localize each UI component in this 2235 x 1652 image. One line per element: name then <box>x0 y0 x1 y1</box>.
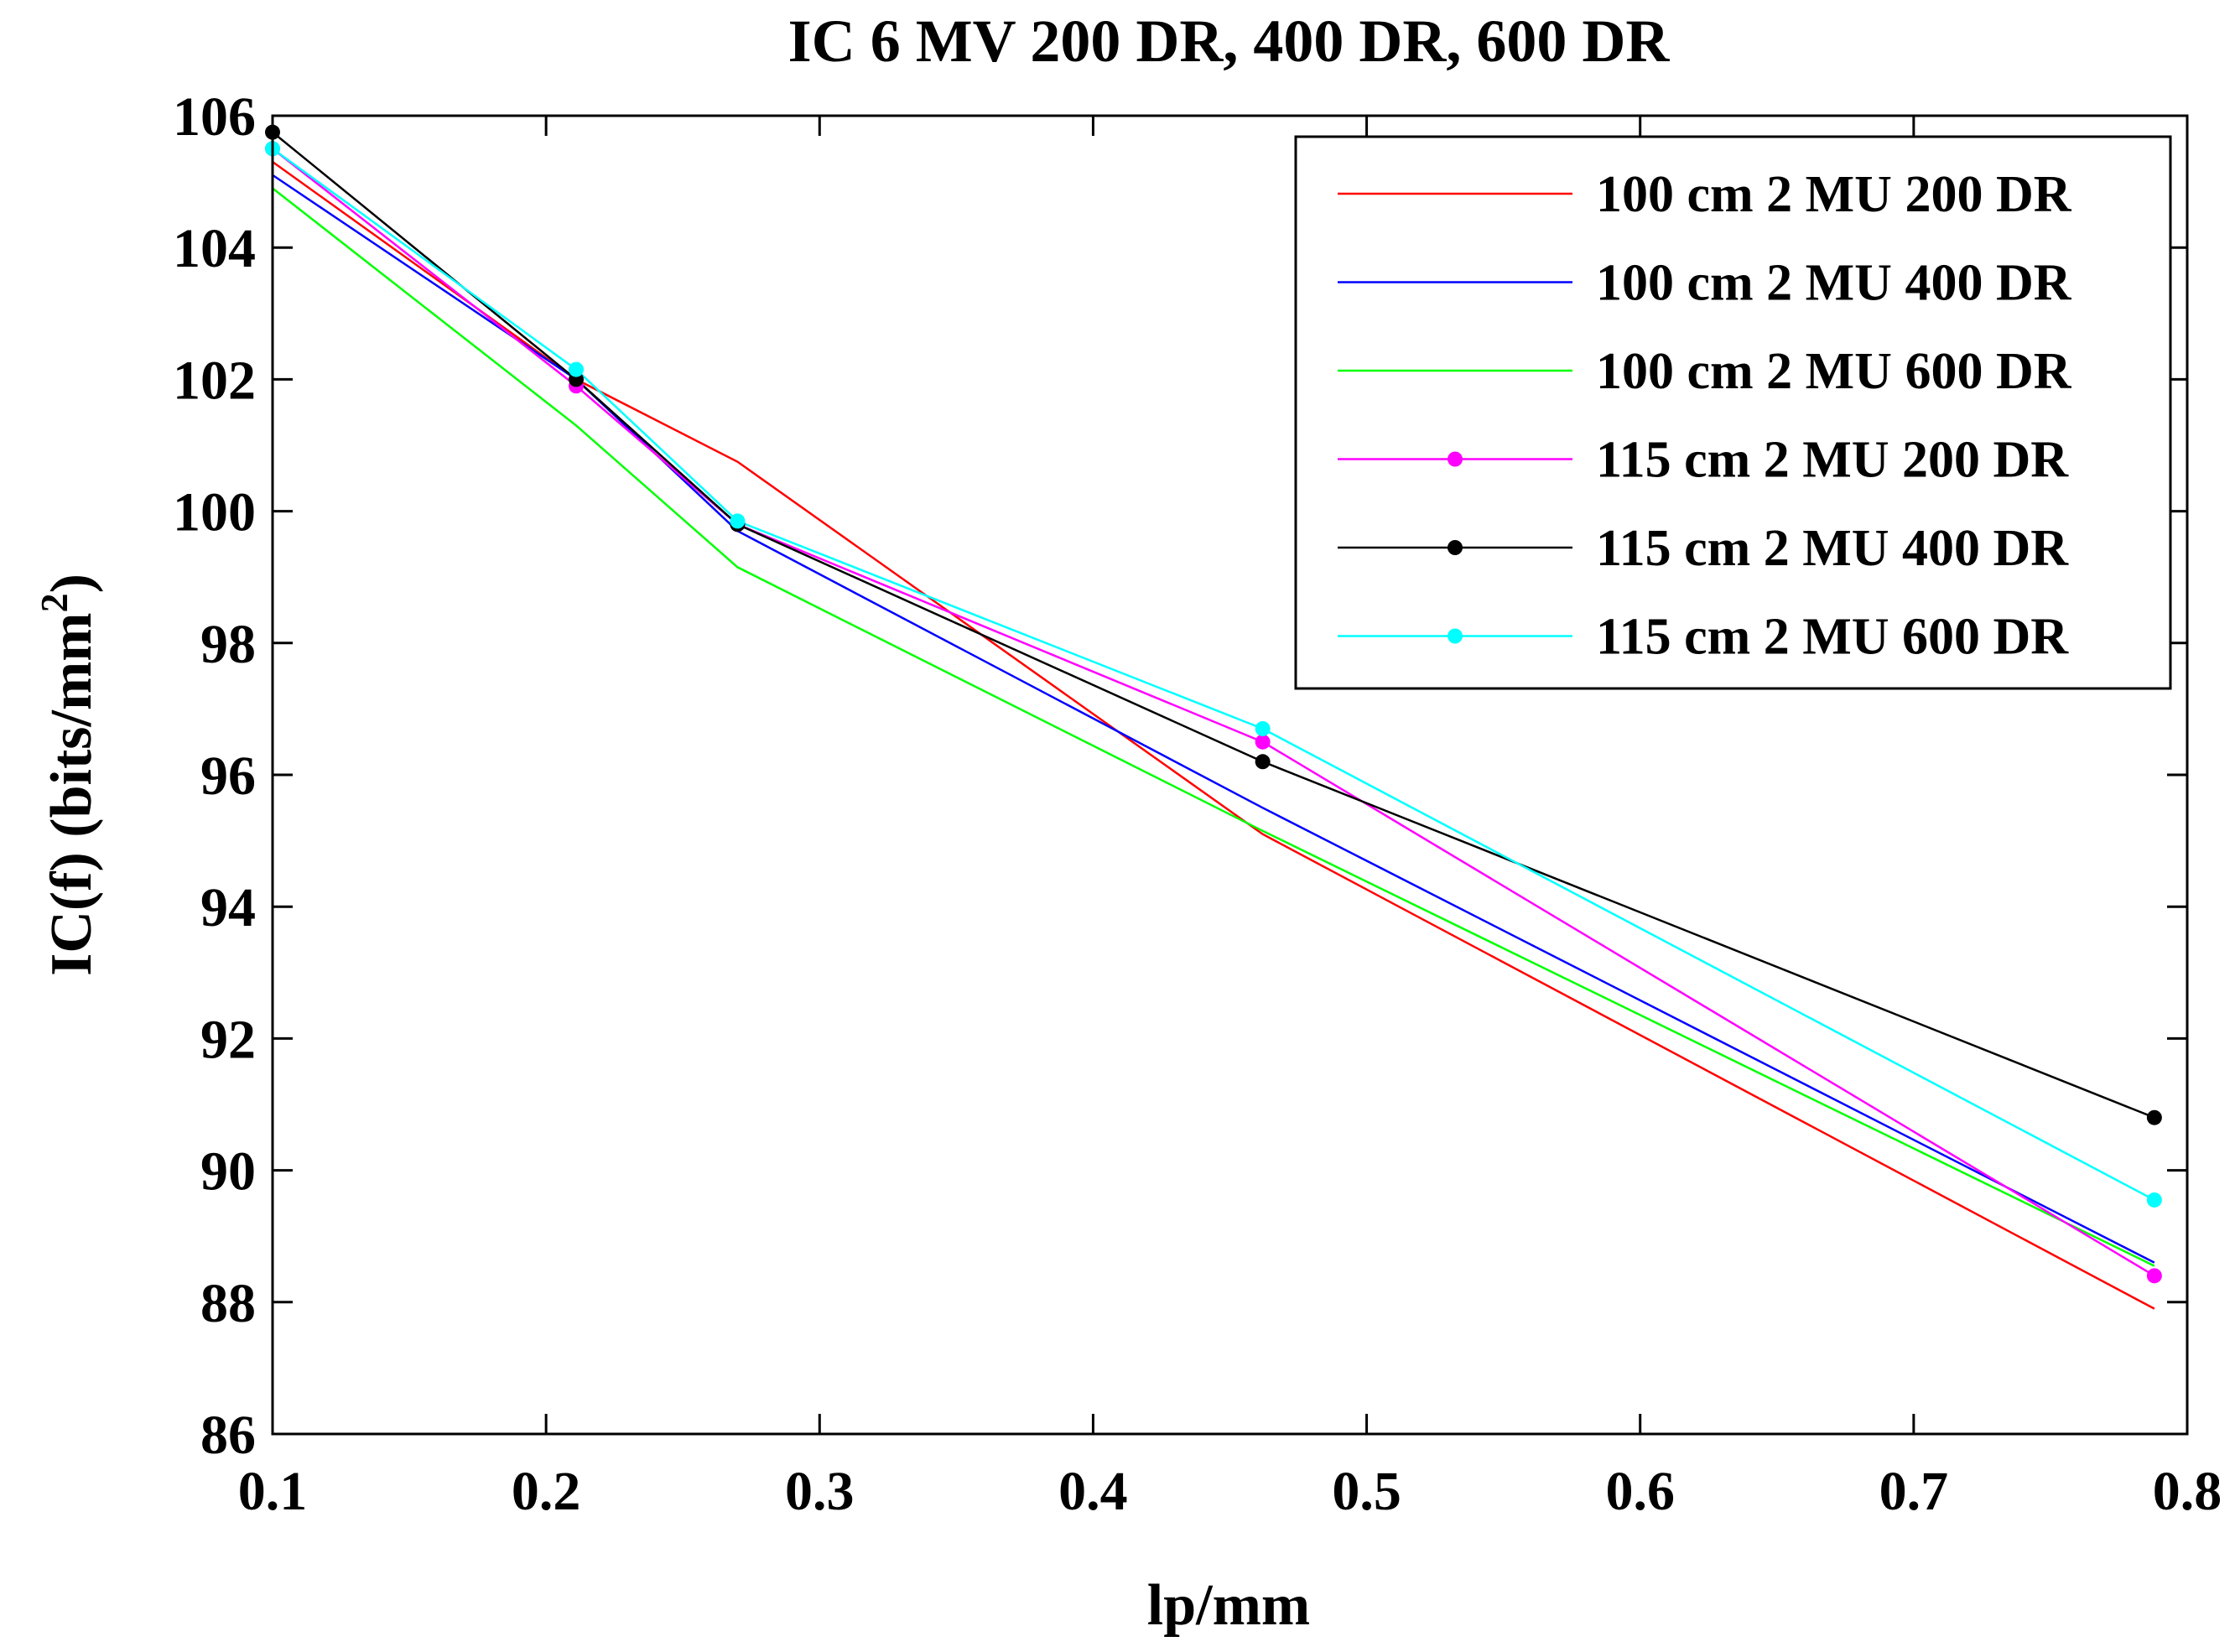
data-point <box>730 513 746 529</box>
y-tick-label: 94 <box>200 877 256 938</box>
x-tick-label: 0.6 <box>1605 1461 1675 1522</box>
legend-items: 100 cm 2 MU 200 DR 100 cm 2 MU 400 DR 100 … <box>1338 166 2072 666</box>
y-tick-label: 98 <box>200 614 256 675</box>
y-tick-label: 106 <box>173 86 256 148</box>
legend-label-4: 115 cm 2 MU 200 DR <box>1596 432 2069 489</box>
series-line-3 <box>272 187 2155 1267</box>
y-tick-label: 90 <box>200 1141 256 1203</box>
plot-frame <box>271 114 2189 1436</box>
legend-label-2: 100 cm 2 MU 400 DR <box>1596 255 2072 312</box>
chart-title: IC 6 MV 200 DR, 400 DR, 600 DR <box>788 8 1671 75</box>
x-tick-label: 0.5 <box>1332 1461 1401 1522</box>
data-point <box>1255 734 1271 750</box>
legend-box <box>1294 135 2172 690</box>
legend-label-1: 100 cm 2 MU 200 DR <box>1596 166 2072 223</box>
x-tick-label: 0.2 <box>512 1461 581 1522</box>
legend-label-6: 115 cm 2 MU 600 DR <box>1596 609 2069 666</box>
data-point <box>1255 720 1271 736</box>
y-tick-label: 92 <box>200 1009 256 1070</box>
data-point <box>2146 1268 2162 1284</box>
y-tick-label: 96 <box>200 745 256 807</box>
y-tick-label: 86 <box>200 1405 256 1466</box>
x-tick-label: 0.1 <box>238 1461 308 1522</box>
data-point <box>2146 1109 2162 1125</box>
legend-marker <box>1448 451 1463 467</box>
y-tick-label: 88 <box>200 1273 256 1334</box>
x-tick-label: 0.3 <box>785 1461 855 1522</box>
x-axis-label: lp/mm <box>1147 1573 1310 1638</box>
y-axis-label-main: IC(f) (bits/mm <box>39 612 104 976</box>
legend-marker <box>1448 540 1463 555</box>
y-tick-label: 100 <box>173 482 256 543</box>
x-tick-label: 0.8 <box>2153 1461 2222 1522</box>
series-markers <box>265 124 2162 1284</box>
x-tick-label: 0.7 <box>1879 1461 1949 1522</box>
y-axis-label: IC(f) (bits/mm2) <box>33 574 104 976</box>
data-point <box>1255 754 1271 770</box>
x-tick-labels: 0.1 0.2 0.3 0.4 0.5 0.6 0.7 0.8 <box>238 1461 2222 1522</box>
legend: 100 cm 2 MU 200 DR 100 cm 2 MU 400 DR 100 … <box>1294 135 2172 690</box>
y-tick-label: 104 <box>173 218 256 279</box>
y-axis-label-close: ) <box>39 574 104 593</box>
data-point <box>2146 1192 2162 1208</box>
data-point <box>569 361 585 377</box>
y-axis-label-superscript: 2 <box>33 593 75 612</box>
x-tick-label: 0.4 <box>1058 1461 1128 1522</box>
legend-marker <box>1448 628 1463 644</box>
legend-label-5: 115 cm 2 MU 400 DR <box>1596 520 2069 577</box>
legend-label-3: 100 cm 2 MU 600 DR <box>1596 343 2072 400</box>
y-tick-label: 102 <box>173 350 256 411</box>
y-tick-labels: 86 88 90 92 94 96 98 100 102 104 106 <box>173 86 256 1466</box>
